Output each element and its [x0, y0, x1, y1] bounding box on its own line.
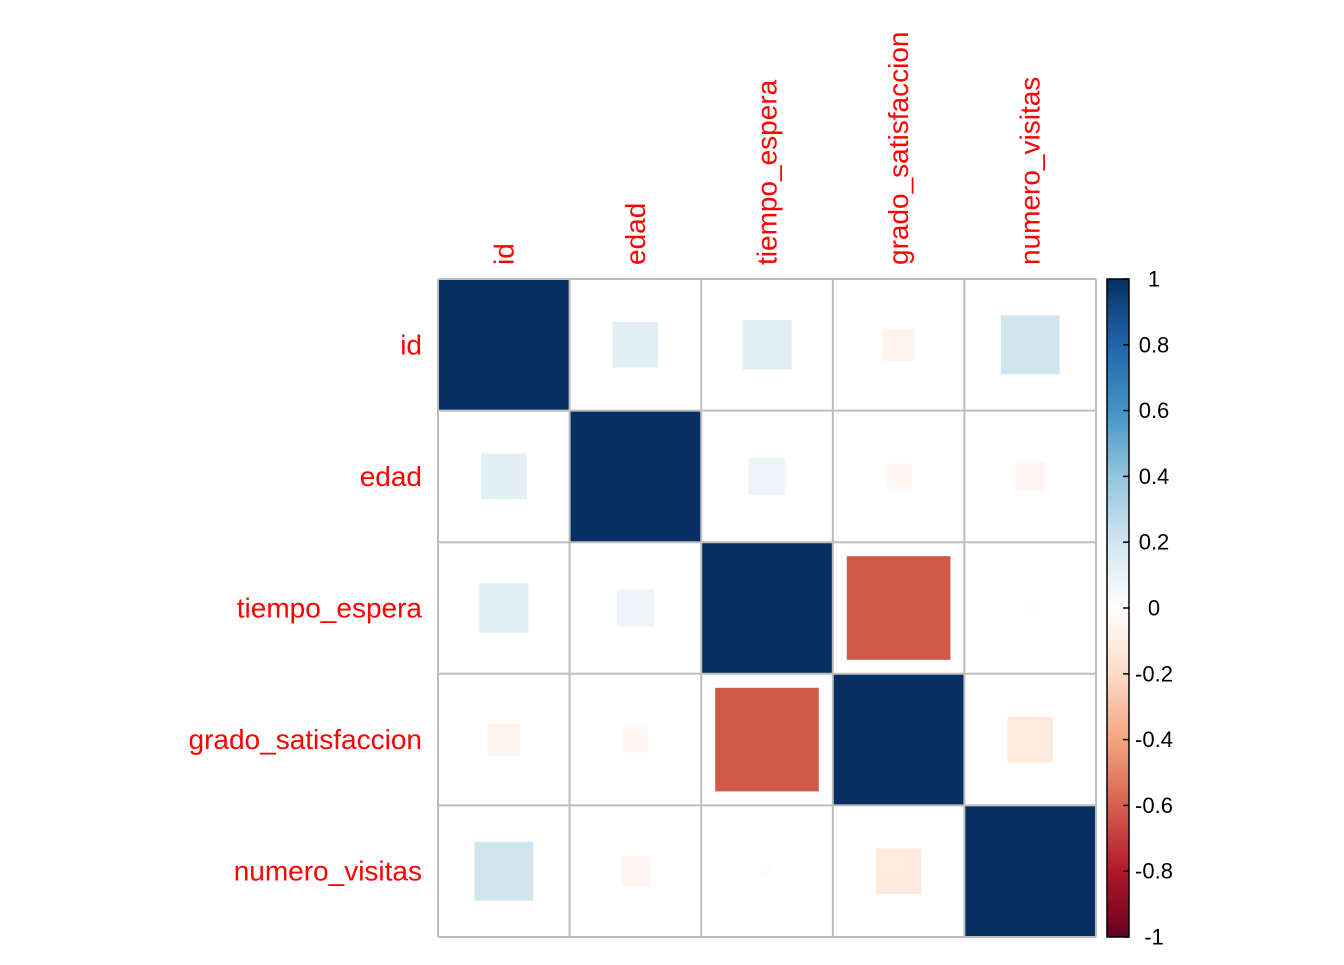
grid-layer [437, 278, 1097, 938]
corr-cell-tiempo_espera-grado_satisfaccion [846, 556, 951, 660]
row-labels: id edad tiempo_espera grado_satisfaccionnum… [189, 329, 423, 886]
corr-cell-tiempo_espera-numero_visitas [1023, 601, 1037, 615]
corr-cell-numero_visitas-edad [620, 856, 651, 886]
colorbar-tick-label: 1 [1148, 267, 1160, 292]
column-labels: id edad tiempo_espera grado_satisfaccion num… [488, 32, 1045, 265]
colorbar-tick-label: -0.4 [1135, 727, 1173, 752]
colorbar-tick-label: 0.4 [1139, 464, 1170, 489]
corr-cell-id-numero_visitas [1000, 315, 1060, 375]
row-label-id: id [400, 329, 422, 360]
corr-cell-tiempo_espera-id [479, 583, 529, 633]
corr-cell-edad-numero_visitas [1015, 461, 1045, 492]
corr-cell-id-id [438, 279, 570, 411]
corr-cell-grado_satisfaccion-numero_visitas [1007, 716, 1053, 763]
corr-cell-grado_satisfaccion-edad [622, 726, 649, 753]
cells-layer [438, 279, 1096, 937]
corr-cell-id-tiempo_espera [742, 320, 792, 370]
corr-cell-grado_satisfaccion-grado_satisfaccion [832, 673, 965, 806]
row-label-tiempo_espera: tiempo_espera [237, 593, 423, 624]
colorbar-tick-label: 0.6 [1139, 398, 1170, 423]
column-label-grado_satisfaccion: grado_satisfaccion [883, 32, 914, 265]
colorbar-tick-label: -0.6 [1135, 793, 1173, 818]
corr-cell-id-grado_satisfaccion [882, 328, 915, 361]
corr-cell-edad-grado_satisfaccion [885, 463, 912, 490]
corr-cell-numero_visitas-tiempo_espera [760, 864, 774, 878]
corr-cell-tiempo_espera-tiempo_espera [701, 542, 833, 674]
row-label-grado_satisfaccion: grado_satisfaccion [189, 724, 422, 755]
corr-cell-grado_satisfaccion-tiempo_espera [715, 687, 819, 792]
column-label-tiempo_espera: tiempo_espera [752, 79, 783, 265]
column-label-edad: edad [620, 203, 651, 265]
corr-cell-edad-tiempo_espera [748, 457, 786, 496]
corr-cell-tiempo_espera-edad [616, 589, 655, 627]
row-label-edad: edad [360, 461, 422, 492]
colorbar-tick-label: -1 [1144, 925, 1164, 950]
colorbar-tick-label: 0.2 [1139, 530, 1170, 555]
colorbar-tick-label: -0.2 [1135, 661, 1173, 686]
colorbar-tick-label: 0 [1148, 596, 1160, 621]
corr-cell-numero_visitas-numero_visitas [964, 805, 1096, 937]
column-label-numero_visitas: numero_visitas [1015, 77, 1046, 265]
colorbar-tick-label: 0.8 [1139, 332, 1170, 357]
corr-cell-numero_visitas-id [474, 841, 534, 901]
corr-cell-numero_visitas-grado_satisfaccion [875, 848, 922, 894]
row-label-numero_visitas: numero_visitas [234, 856, 422, 887]
corr-cell-id-edad [612, 322, 659, 368]
colorbar-tick-label: -0.8 [1135, 859, 1173, 884]
corr-cell-edad-id [481, 453, 527, 500]
column-label-id: id [488, 243, 519, 265]
colorbar: 1 0.8 0.6 0.4 0.2 0 -0.2 -0.4 -0.6 -0.8 -1 [1106, 267, 1173, 950]
corr-cell-edad-edad [569, 410, 702, 543]
corr-cell-grado_satisfaccion-id [487, 723, 520, 756]
